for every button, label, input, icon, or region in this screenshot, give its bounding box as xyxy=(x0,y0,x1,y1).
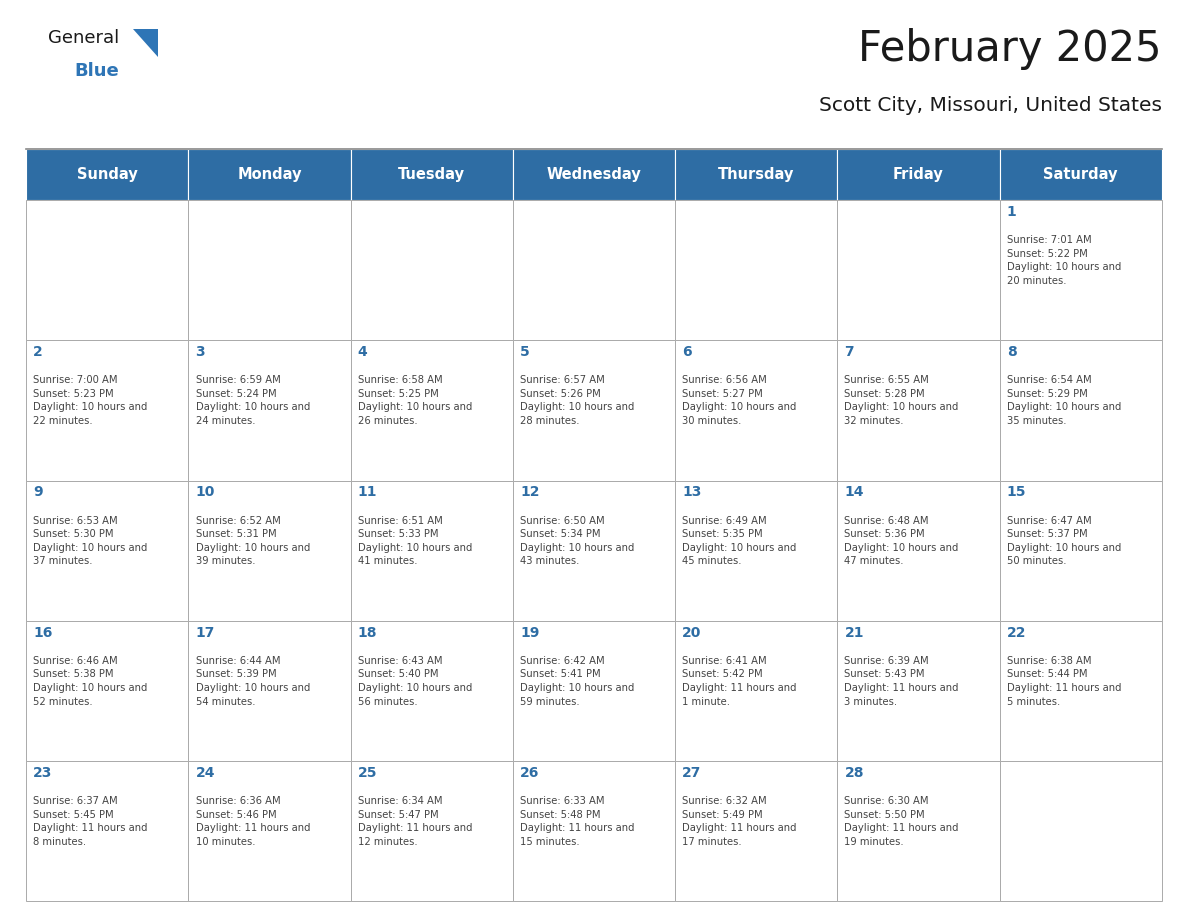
Text: 23: 23 xyxy=(33,766,52,779)
Text: Sunrise: 6:36 AM
Sunset: 5:46 PM
Daylight: 11 hours and
10 minutes.: Sunrise: 6:36 AM Sunset: 5:46 PM Dayligh… xyxy=(196,796,310,847)
Text: 3: 3 xyxy=(196,345,206,359)
Text: 20: 20 xyxy=(682,625,702,640)
Text: 26: 26 xyxy=(520,766,539,779)
Text: Sunrise: 6:38 AM
Sunset: 5:44 PM
Daylight: 11 hours and
5 minutes.: Sunrise: 6:38 AM Sunset: 5:44 PM Dayligh… xyxy=(1006,655,1121,707)
Text: Sunrise: 6:55 AM
Sunset: 5:28 PM
Daylight: 10 hours and
32 minutes.: Sunrise: 6:55 AM Sunset: 5:28 PM Dayligh… xyxy=(845,375,959,426)
Text: Sunrise: 6:58 AM
Sunset: 5:25 PM
Daylight: 10 hours and
26 minutes.: Sunrise: 6:58 AM Sunset: 5:25 PM Dayligh… xyxy=(358,375,472,426)
Text: Sunrise: 6:52 AM
Sunset: 5:31 PM
Daylight: 10 hours and
39 minutes.: Sunrise: 6:52 AM Sunset: 5:31 PM Dayligh… xyxy=(196,516,310,566)
Text: 6: 6 xyxy=(682,345,691,359)
Text: Sunrise: 6:44 AM
Sunset: 5:39 PM
Daylight: 10 hours and
54 minutes.: Sunrise: 6:44 AM Sunset: 5:39 PM Dayligh… xyxy=(196,655,310,707)
Text: 4: 4 xyxy=(358,345,367,359)
Text: Sunrise: 6:42 AM
Sunset: 5:41 PM
Daylight: 10 hours and
59 minutes.: Sunrise: 6:42 AM Sunset: 5:41 PM Dayligh… xyxy=(520,655,634,707)
Text: Thursday: Thursday xyxy=(718,167,795,182)
Text: 5: 5 xyxy=(520,345,530,359)
Text: 7: 7 xyxy=(845,345,854,359)
Text: 9: 9 xyxy=(33,486,43,499)
Text: Sunrise: 6:49 AM
Sunset: 5:35 PM
Daylight: 10 hours and
45 minutes.: Sunrise: 6:49 AM Sunset: 5:35 PM Dayligh… xyxy=(682,516,797,566)
Text: Scott City, Missouri, United States: Scott City, Missouri, United States xyxy=(819,96,1162,116)
Text: 11: 11 xyxy=(358,486,378,499)
Text: Blue: Blue xyxy=(75,62,120,81)
Text: 22: 22 xyxy=(1006,625,1026,640)
Text: Sunrise: 6:46 AM
Sunset: 5:38 PM
Daylight: 10 hours and
52 minutes.: Sunrise: 6:46 AM Sunset: 5:38 PM Dayligh… xyxy=(33,655,147,707)
Text: 8: 8 xyxy=(1006,345,1017,359)
Text: 1: 1 xyxy=(1006,205,1017,218)
Text: 10: 10 xyxy=(196,486,215,499)
Text: 18: 18 xyxy=(358,625,378,640)
Text: Sunrise: 6:30 AM
Sunset: 5:50 PM
Daylight: 11 hours and
19 minutes.: Sunrise: 6:30 AM Sunset: 5:50 PM Dayligh… xyxy=(845,796,959,847)
Text: 12: 12 xyxy=(520,486,539,499)
Text: Sunrise: 7:01 AM
Sunset: 5:22 PM
Daylight: 10 hours and
20 minutes.: Sunrise: 7:01 AM Sunset: 5:22 PM Dayligh… xyxy=(1006,235,1121,285)
Text: 27: 27 xyxy=(682,766,702,779)
Text: Sunrise: 6:47 AM
Sunset: 5:37 PM
Daylight: 10 hours and
50 minutes.: Sunrise: 6:47 AM Sunset: 5:37 PM Dayligh… xyxy=(1006,516,1121,566)
Text: Sunrise: 6:57 AM
Sunset: 5:26 PM
Daylight: 10 hours and
28 minutes.: Sunrise: 6:57 AM Sunset: 5:26 PM Dayligh… xyxy=(520,375,634,426)
Text: Saturday: Saturday xyxy=(1043,167,1118,182)
Text: Wednesday: Wednesday xyxy=(546,167,642,182)
Text: 2: 2 xyxy=(33,345,43,359)
Text: February 2025: February 2025 xyxy=(859,28,1162,70)
Text: 19: 19 xyxy=(520,625,539,640)
Text: Sunrise: 6:56 AM
Sunset: 5:27 PM
Daylight: 10 hours and
30 minutes.: Sunrise: 6:56 AM Sunset: 5:27 PM Dayligh… xyxy=(682,375,797,426)
Text: Sunrise: 6:32 AM
Sunset: 5:49 PM
Daylight: 11 hours and
17 minutes.: Sunrise: 6:32 AM Sunset: 5:49 PM Dayligh… xyxy=(682,796,797,847)
Text: Sunrise: 6:54 AM
Sunset: 5:29 PM
Daylight: 10 hours and
35 minutes.: Sunrise: 6:54 AM Sunset: 5:29 PM Dayligh… xyxy=(1006,375,1121,426)
Text: 17: 17 xyxy=(196,625,215,640)
Text: 13: 13 xyxy=(682,486,702,499)
Text: 16: 16 xyxy=(33,625,52,640)
Text: Sunrise: 6:39 AM
Sunset: 5:43 PM
Daylight: 11 hours and
3 minutes.: Sunrise: 6:39 AM Sunset: 5:43 PM Dayligh… xyxy=(845,655,959,707)
Text: Sunrise: 6:41 AM
Sunset: 5:42 PM
Daylight: 11 hours and
1 minute.: Sunrise: 6:41 AM Sunset: 5:42 PM Dayligh… xyxy=(682,655,797,707)
Text: General: General xyxy=(48,29,119,48)
Text: Sunrise: 6:34 AM
Sunset: 5:47 PM
Daylight: 11 hours and
12 minutes.: Sunrise: 6:34 AM Sunset: 5:47 PM Dayligh… xyxy=(358,796,473,847)
Text: Sunrise: 6:37 AM
Sunset: 5:45 PM
Daylight: 11 hours and
8 minutes.: Sunrise: 6:37 AM Sunset: 5:45 PM Dayligh… xyxy=(33,796,147,847)
Text: Sunrise: 7:00 AM
Sunset: 5:23 PM
Daylight: 10 hours and
22 minutes.: Sunrise: 7:00 AM Sunset: 5:23 PM Dayligh… xyxy=(33,375,147,426)
Text: 25: 25 xyxy=(358,766,378,779)
Text: Monday: Monday xyxy=(238,167,302,182)
Text: Sunday: Sunday xyxy=(77,167,138,182)
Text: Sunrise: 6:59 AM
Sunset: 5:24 PM
Daylight: 10 hours and
24 minutes.: Sunrise: 6:59 AM Sunset: 5:24 PM Dayligh… xyxy=(196,375,310,426)
Text: 21: 21 xyxy=(845,625,864,640)
Text: 14: 14 xyxy=(845,486,864,499)
Text: Sunrise: 6:50 AM
Sunset: 5:34 PM
Daylight: 10 hours and
43 minutes.: Sunrise: 6:50 AM Sunset: 5:34 PM Dayligh… xyxy=(520,516,634,566)
Text: Tuesday: Tuesday xyxy=(398,167,466,182)
Text: Sunrise: 6:33 AM
Sunset: 5:48 PM
Daylight: 11 hours and
15 minutes.: Sunrise: 6:33 AM Sunset: 5:48 PM Dayligh… xyxy=(520,796,634,847)
Text: Sunrise: 6:48 AM
Sunset: 5:36 PM
Daylight: 10 hours and
47 minutes.: Sunrise: 6:48 AM Sunset: 5:36 PM Dayligh… xyxy=(845,516,959,566)
Text: Sunrise: 6:43 AM
Sunset: 5:40 PM
Daylight: 10 hours and
56 minutes.: Sunrise: 6:43 AM Sunset: 5:40 PM Dayligh… xyxy=(358,655,472,707)
Text: 28: 28 xyxy=(845,766,864,779)
Text: Friday: Friday xyxy=(893,167,944,182)
Text: 24: 24 xyxy=(196,766,215,779)
Text: Sunrise: 6:51 AM
Sunset: 5:33 PM
Daylight: 10 hours and
41 minutes.: Sunrise: 6:51 AM Sunset: 5:33 PM Dayligh… xyxy=(358,516,472,566)
Text: Sunrise: 6:53 AM
Sunset: 5:30 PM
Daylight: 10 hours and
37 minutes.: Sunrise: 6:53 AM Sunset: 5:30 PM Dayligh… xyxy=(33,516,147,566)
Text: 15: 15 xyxy=(1006,486,1026,499)
